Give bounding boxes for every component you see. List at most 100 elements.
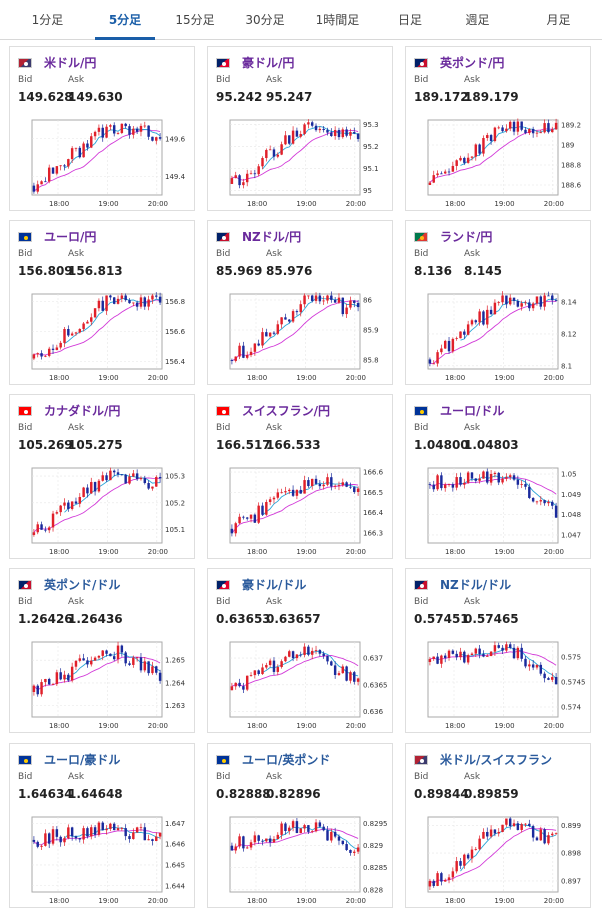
currency-pair-link[interactable]: ユーロ/ドル (440, 404, 505, 418)
candle-up (303, 480, 306, 494)
candle-down (310, 295, 314, 301)
currency-pair-link[interactable]: カナダドル/円 (44, 404, 121, 418)
tab-2[interactable]: 15分足 (175, 13, 215, 27)
candle-down (128, 663, 131, 665)
ask-label: Ask (464, 597, 481, 607)
candle-up (493, 127, 497, 141)
currency-card[interactable]: 英ポンド/円 Bid Ask 189.172 189.179 189.2 189 188.8 1… (405, 46, 591, 211)
y-tick-label: 149.6 (165, 135, 186, 143)
currency-pair-link[interactable]: ランド/円 (440, 230, 493, 244)
currency-pair-link[interactable]: ユーロ/豪ドル (44, 753, 121, 767)
candlestick-chart[interactable]: 105.3 105.2 105.1 18:00 19:00 20:00 (16, 462, 192, 557)
currency-pair-link[interactable]: 豪ドル/円 (242, 56, 295, 70)
tab-1[interactable]: 5分足 (95, 0, 155, 40)
candle-up (97, 480, 101, 492)
currency-card[interactable]: NZドル/円 Bid Ask 85.969 85.976 86 85.9 85.8 18:00 1… (207, 220, 393, 385)
candle-up (436, 475, 439, 490)
x-tick-label: 19:00 (98, 897, 118, 905)
currency-pair-link[interactable]: 豪ドル/ドル (242, 578, 307, 592)
long-moving-average-line (429, 650, 557, 666)
candlestick-chart[interactable]: 0.575 0.5745 0.574 18:00 19:00 20:00 (412, 636, 588, 731)
ask-value: 0.82896 (266, 787, 321, 801)
currency-pair-link[interactable]: ユーロ/円 (44, 230, 97, 244)
bid-value: 85.969 (216, 264, 263, 278)
currency-card[interactable]: 米ドル/スイスフラン Bid Ask 0.89844 0.89859 0.899 0.898… (405, 743, 591, 908)
candle-down (478, 144, 481, 154)
x-tick-label: 20:00 (544, 200, 564, 208)
currency-pair-link[interactable]: 英ポンド/ドル (44, 578, 121, 592)
candle-up (497, 832, 500, 834)
currency-pair-link[interactable]: ユーロ/英ポンド (242, 753, 331, 767)
candle-up (436, 173, 439, 176)
candle-up (276, 834, 280, 839)
candle-down (135, 302, 139, 307)
tab-3[interactable]: 30分足 (245, 13, 285, 27)
candle-up (143, 125, 147, 127)
candle-down (299, 489, 302, 494)
candlestick-chart[interactable]: 189.2 189 188.8 188.6 18:00 19:00 20:00 (412, 114, 588, 209)
candlestick-chart[interactable]: 156.8 156.6 156.4 18:00 19:00 20:00 (16, 288, 192, 383)
tab-5[interactable]: 日足 (397, 13, 422, 27)
bid-label: Bid (216, 597, 231, 607)
card-header: ユーロ/豪ドル (18, 751, 120, 768)
bid-label: Bid (216, 75, 231, 85)
candle-up (295, 654, 299, 659)
currency-card[interactable]: ユーロ/ドル Bid Ask 1.04800 1.04803 1.05 1.049 1.048… (405, 394, 591, 559)
ask-value: 0.63657 (266, 612, 321, 626)
candle-up (78, 329, 82, 333)
candle-up (82, 487, 85, 498)
currency-card[interactable]: 豪ドル/円 Bid Ask 95.242 95.247 95.3 95.2 95.1 95 18:… (207, 46, 393, 211)
currency-card[interactable]: NZドル/ドル Bid Ask 0.57451 0.57465 0.575 0.5745 0.… (405, 568, 591, 733)
candlestick-chart[interactable]: 1.05 1.049 1.048 1.047 18:00 19:00 20:00 (412, 462, 588, 557)
currency-card[interactable]: ランド/円 Bid Ask 8.136 8.145 8.14 8.12 8.1 18:00 19:… (405, 220, 591, 385)
currency-card[interactable]: 豪ドル/ドル Bid Ask 0.63653 0.63657 0.637 0.6365 0.6… (207, 568, 393, 733)
candle-up (303, 825, 306, 829)
currency-card[interactable]: スイスフラン/円 Bid Ask 166.517 166.533 166.6 166.5 16… (207, 394, 393, 559)
currency-card[interactable]: 米ドル/円 Bid Ask 149.628 149.630 149.6 149.4 18:00… (9, 46, 195, 211)
ask-value: 1.26436 (68, 612, 123, 626)
currency-card[interactable]: ユーロ/豪ドル Bid Ask 1.64634 1.64648 1.647 1.646 1.6… (9, 743, 195, 908)
candlestick-chart[interactable]: 149.6 149.4 18:00 19:00 20:00 (16, 114, 192, 209)
candle-up (55, 512, 59, 514)
x-tick-label: 18:00 (247, 548, 267, 556)
candlestick-chart[interactable]: 166.6 166.5 166.4 166.3 18:00 19:00 20:00 (214, 462, 390, 557)
eu-gb-flag-icon (216, 754, 230, 765)
candlestick-chart[interactable]: 86 85.9 85.8 18:00 19:00 20:00 (214, 288, 390, 383)
candle-down (497, 645, 500, 648)
currency-pair-link[interactable]: NZドル/円 (242, 230, 302, 244)
candlestick-chart[interactable]: 0.637 0.6365 0.636 18:00 19:00 20:00 (214, 636, 390, 731)
tab-6[interactable]: 週足 (465, 13, 490, 27)
candlestick-chart[interactable]: 1.647 1.646 1.645 1.644 18:00 19:00 20:00 (16, 811, 192, 906)
tab-0[interactable]: 1分足 (31, 13, 64, 27)
candle-up (132, 657, 135, 665)
currency-pair-link[interactable]: NZドル/ドル (440, 578, 512, 592)
card-header: ユーロ/ドル (414, 402, 504, 419)
currency-card[interactable]: カナダドル/円 Bid Ask 105.269 105.275 105.3 105.2 105… (9, 394, 195, 559)
tab-7[interactable]: 月足 (546, 13, 571, 27)
currency-pair-link[interactable]: 米ドル/スイスフラン (440, 753, 553, 767)
candle-down (528, 823, 531, 827)
candle-down (139, 657, 143, 671)
candlestick-chart[interactable]: 1.265 1.264 1.263 18:00 19:00 20:00 (16, 636, 192, 731)
currency-card[interactable]: 英ポンド/ドル Bid Ask 1.26426 1.26436 1.265 1.264 1.2… (9, 568, 195, 733)
bid-value: 8.136 (414, 264, 452, 278)
candlestick-chart[interactable]: 8.14 8.12 8.1 18:00 19:00 20:00 (412, 288, 588, 383)
candle-up (234, 682, 237, 687)
currency-card[interactable]: ユーロ/円 Bid Ask 156.809 156.813 156.8 156.6 156.4… (9, 220, 195, 385)
currency-pair-link[interactable]: 英ポンド/円 (440, 56, 505, 70)
currency-pair-link[interactable]: スイスフラン/円 (242, 404, 331, 418)
candlestick-chart[interactable]: 0.8295 0.829 0.8285 0.828 18:00 19:00 20:00 (214, 811, 390, 906)
candle-down (489, 135, 493, 141)
candle-down (459, 477, 462, 485)
candlestick-chart[interactable]: 0.899 0.898 0.897 18:00 19:00 20:00 (412, 811, 588, 906)
candle-up (51, 829, 55, 844)
long-moving-average-line (231, 300, 359, 362)
tab-4[interactable]: 1時間足 (315, 13, 360, 27)
currency-card[interactable]: ユーロ/英ポンド Bid Ask 0.82888 0.82896 0.8295 0.829 0… (207, 743, 393, 908)
candle-up (32, 354, 36, 359)
candle-up (245, 355, 249, 358)
currency-pair-link[interactable]: 米ドル/円 (44, 56, 97, 70)
candle-up (97, 822, 101, 835)
x-tick-label: 18:00 (49, 374, 69, 382)
candlestick-chart[interactable]: 95.3 95.2 95.1 95 18:00 19:00 20:00 (214, 114, 390, 209)
